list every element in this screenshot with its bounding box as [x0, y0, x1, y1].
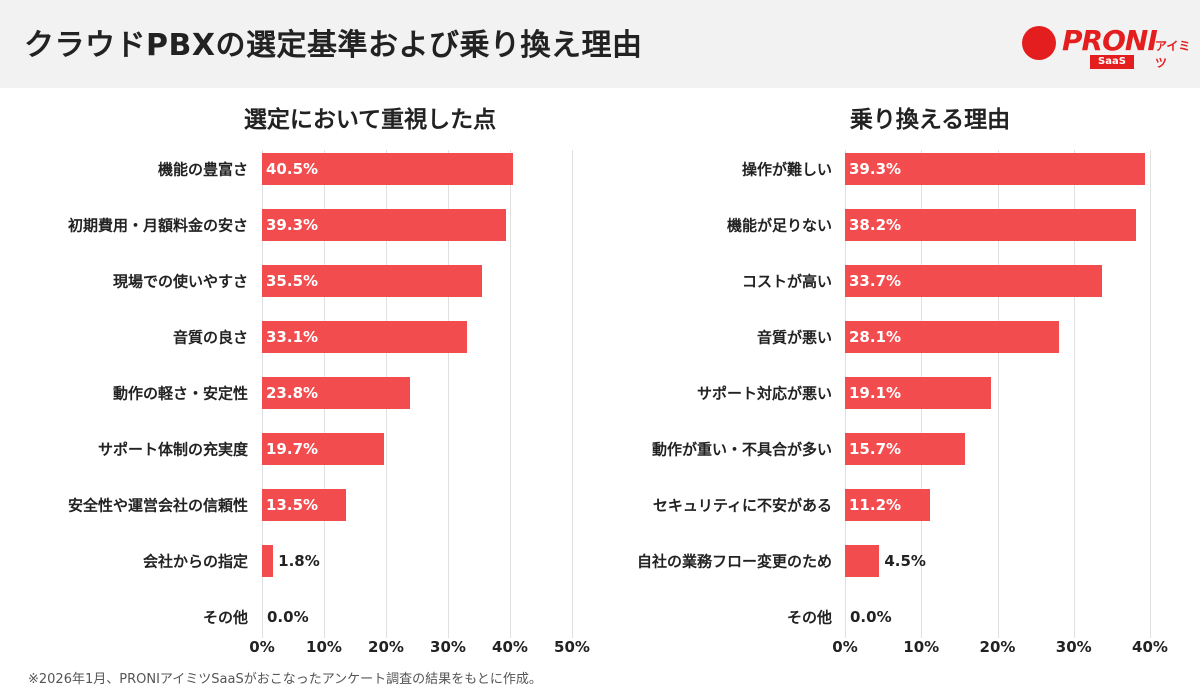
gridline [572, 150, 573, 638]
bar [845, 377, 991, 409]
data-label: 38.2% [849, 216, 902, 234]
gridline [1150, 150, 1151, 638]
gridline [510, 150, 511, 638]
data-label: 40.5% [266, 160, 319, 178]
data-label: 15.7% [849, 440, 902, 458]
page-title: クラウドPBXの選定基準および乗り換え理由 [24, 28, 643, 63]
bar [262, 545, 274, 577]
data-label: 39.3% [266, 216, 319, 234]
x-tick-label: 0% [249, 638, 275, 656]
bar [845, 209, 1137, 241]
header: クラウドPBXの選定基準および乗り換え理由 PRONI アイミツ SaaS [0, 0, 1200, 88]
data-label: 19.7% [266, 440, 319, 458]
footnote: ※2026年1月、PRONIアイミツSaaSがおこなったアンケート調査の結果をも… [28, 672, 542, 687]
data-label: 33.1% [266, 328, 319, 346]
x-tick-label: 20% [368, 638, 404, 656]
bar [845, 433, 965, 465]
logo-main: PRONI [1062, 24, 1158, 57]
category-label: 機能の豊富さ [157, 160, 248, 179]
category-label: 会社からの指定 [142, 552, 248, 571]
penguin-logo-icon [1022, 26, 1056, 60]
data-label: 33.7% [849, 272, 902, 290]
category-label: 動作が重い・不具合が多い [651, 440, 832, 459]
bar [262, 489, 346, 521]
bar [845, 489, 931, 521]
bar [845, 153, 1145, 185]
data-label: 28.1% [849, 328, 902, 346]
bar [845, 321, 1060, 353]
category-label: サポート対応が悪い [696, 384, 832, 403]
bar [262, 209, 506, 241]
logo-badge: SaaS [1090, 55, 1134, 69]
x-tick-label: 10% [903, 638, 940, 656]
category-label: 現場での使いやすさ [112, 272, 248, 291]
category-label: 自社の業務フロー変更のため [636, 552, 832, 571]
x-tick-label: 30% [430, 638, 466, 656]
data-label: 19.1% [849, 384, 902, 402]
category-label: その他 [202, 608, 248, 627]
proni-logo: PRONI アイミツ SaaS [1018, 18, 1198, 70]
category-label: 動作の軽さ・安定性 [112, 384, 248, 403]
bar [845, 545, 880, 577]
data-label: 13.5% [266, 496, 319, 514]
category-label: セキュリティに不安がある [652, 496, 832, 515]
category-label: 機能が足りない [726, 216, 832, 235]
data-label: 0.0% [267, 608, 309, 626]
gridline [1073, 150, 1075, 638]
bar [262, 321, 468, 353]
category-label: コストが高い [741, 272, 832, 291]
left-chart-title: 選定において重視した点 [243, 107, 497, 133]
bar [845, 265, 1102, 297]
x-tick-label: 50% [554, 638, 590, 656]
bar [262, 265, 483, 297]
data-label: 0.0% [850, 608, 892, 626]
data-label: 1.8% [278, 552, 320, 570]
bar [262, 377, 410, 409]
x-tick-label: 40% [492, 638, 528, 656]
data-label: 4.5% [884, 552, 926, 570]
category-label: 音質が悪い [756, 328, 832, 347]
data-label: 39.3% [849, 160, 902, 178]
x-tick-label: 10% [306, 638, 342, 656]
x-tick-label: 0% [832, 638, 858, 656]
bar [262, 433, 385, 465]
category-label: 音質の良さ [172, 328, 248, 347]
x-tick-label: 40% [1132, 638, 1168, 656]
x-tick-label: 20% [979, 638, 1016, 656]
gridline [997, 150, 999, 638]
x-tick-label: 30% [1055, 638, 1092, 656]
category-label: 安全性や運営会社の信頼性 [67, 496, 248, 515]
data-label: 35.5% [266, 272, 319, 290]
bar [262, 153, 514, 185]
gridline [448, 150, 449, 638]
right-chart-title: 乗り換える理由 [849, 107, 1011, 133]
data-label: 11.2% [849, 496, 902, 514]
category-label: サポート体制の充実度 [97, 440, 248, 459]
category-label: 操作が難しい [741, 160, 832, 179]
category-label: その他 [786, 608, 832, 627]
category-label: 初期費用・月額料金の安さ [67, 216, 248, 235]
logo-sub: アイミツ [1155, 39, 1191, 70]
data-label: 23.8% [266, 384, 319, 402]
